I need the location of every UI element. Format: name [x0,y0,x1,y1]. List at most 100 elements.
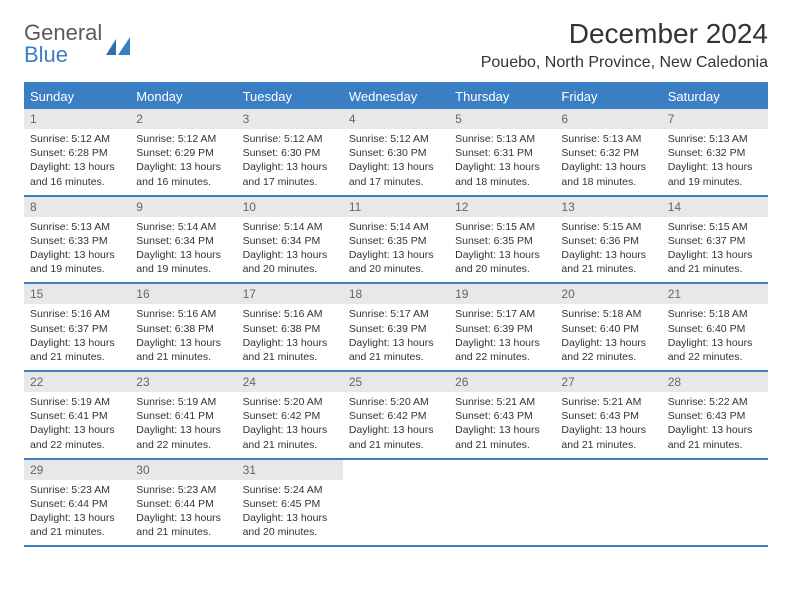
day-body: Sunrise: 5:20 AMSunset: 6:42 PMDaylight:… [343,392,449,458]
sunrise-line: Sunrise: 5:12 AM [349,132,443,146]
day-cell: 31Sunrise: 5:24 AMSunset: 6:45 PMDayligh… [237,460,343,546]
day-body: Sunrise: 5:13 AMSunset: 6:32 PMDaylight:… [662,129,768,195]
day-number: 22 [24,372,130,392]
day-number: 12 [449,197,555,217]
sunset-line: Sunset: 6:35 PM [455,234,549,248]
day-number: 20 [555,284,661,304]
day-number: 26 [449,372,555,392]
daylight-line: Daylight: 13 hours and 21 minutes. [243,336,337,364]
day-cell: 27Sunrise: 5:21 AMSunset: 6:43 PMDayligh… [555,372,661,458]
day-number: 1 [24,109,130,129]
daylight-line: Daylight: 13 hours and 22 minutes. [136,423,230,451]
day-number: 27 [555,372,661,392]
sunrise-line: Sunrise: 5:17 AM [455,307,549,321]
sunset-line: Sunset: 6:34 PM [136,234,230,248]
sunrise-line: Sunrise: 5:12 AM [30,132,124,146]
day-body: Sunrise: 5:12 AMSunset: 6:30 PMDaylight:… [343,129,449,195]
day-number: 19 [449,284,555,304]
sunset-line: Sunset: 6:32 PM [668,146,762,160]
day-cell: 7Sunrise: 5:13 AMSunset: 6:32 PMDaylight… [662,109,768,195]
sunrise-line: Sunrise: 5:12 AM [243,132,337,146]
brand-logo: General Blue [24,18,130,66]
sunset-line: Sunset: 6:40 PM [561,322,655,336]
day-body: Sunrise: 5:13 AMSunset: 6:33 PMDaylight:… [24,217,130,283]
sunset-line: Sunset: 6:32 PM [561,146,655,160]
day-number: 10 [237,197,343,217]
day-cell: 1Sunrise: 5:12 AMSunset: 6:28 PMDaylight… [24,109,130,195]
day-body: Sunrise: 5:19 AMSunset: 6:41 PMDaylight:… [130,392,236,458]
day-body: Sunrise: 5:23 AMSunset: 6:44 PMDaylight:… [24,480,130,546]
day-body: Sunrise: 5:21 AMSunset: 6:43 PMDaylight:… [449,392,555,458]
day-number: 31 [237,460,343,480]
weekday-header: Monday [130,84,236,109]
brand-line1: General [24,22,102,44]
sunset-line: Sunset: 6:38 PM [243,322,337,336]
sunset-line: Sunset: 6:39 PM [455,322,549,336]
day-body: Sunrise: 5:14 AMSunset: 6:34 PMDaylight:… [130,217,236,283]
sunset-line: Sunset: 6:28 PM [30,146,124,160]
sunset-line: Sunset: 6:37 PM [30,322,124,336]
day-cell: 20Sunrise: 5:18 AMSunset: 6:40 PMDayligh… [555,284,661,370]
daylight-line: Daylight: 13 hours and 18 minutes. [455,160,549,188]
day-body: Sunrise: 5:18 AMSunset: 6:40 PMDaylight:… [555,304,661,370]
weekday-header: Thursday [449,84,555,109]
day-number: 8 [24,197,130,217]
daylight-line: Daylight: 13 hours and 21 minutes. [668,248,762,276]
day-number: 16 [130,284,236,304]
brand-sail-icon [106,37,130,55]
day-body: Sunrise: 5:12 AMSunset: 6:30 PMDaylight:… [237,129,343,195]
day-number: 23 [130,372,236,392]
sunrise-line: Sunrise: 5:14 AM [136,220,230,234]
daylight-line: Daylight: 13 hours and 21 minutes. [349,423,443,451]
sunrise-line: Sunrise: 5:20 AM [349,395,443,409]
day-body: Sunrise: 5:21 AMSunset: 6:43 PMDaylight:… [555,392,661,458]
daylight-line: Daylight: 13 hours and 22 minutes. [30,423,124,451]
daylight-line: Daylight: 13 hours and 17 minutes. [243,160,337,188]
daylight-line: Daylight: 13 hours and 21 minutes. [243,423,337,451]
day-cell: 8Sunrise: 5:13 AMSunset: 6:33 PMDaylight… [24,197,130,283]
day-cell: 6Sunrise: 5:13 AMSunset: 6:32 PMDaylight… [555,109,661,195]
day-body: Sunrise: 5:13 AMSunset: 6:32 PMDaylight:… [555,129,661,195]
day-cell: 22Sunrise: 5:19 AMSunset: 6:41 PMDayligh… [24,372,130,458]
sunset-line: Sunset: 6:41 PM [136,409,230,423]
sunrise-line: Sunrise: 5:13 AM [668,132,762,146]
sunrise-line: Sunrise: 5:22 AM [668,395,762,409]
day-cell: 14Sunrise: 5:15 AMSunset: 6:37 PMDayligh… [662,197,768,283]
day-cell: 10Sunrise: 5:14 AMSunset: 6:34 PMDayligh… [237,197,343,283]
sunset-line: Sunset: 6:43 PM [455,409,549,423]
day-number: 6 [555,109,661,129]
daylight-line: Daylight: 13 hours and 22 minutes. [668,336,762,364]
sunrise-line: Sunrise: 5:13 AM [30,220,124,234]
sunrise-line: Sunrise: 5:15 AM [455,220,549,234]
day-body: Sunrise: 5:15 AMSunset: 6:37 PMDaylight:… [662,217,768,283]
sunrise-line: Sunrise: 5:13 AM [561,132,655,146]
weekday-header: Sunday [24,84,130,109]
day-body: Sunrise: 5:22 AMSunset: 6:43 PMDaylight:… [662,392,768,458]
day-body: Sunrise: 5:17 AMSunset: 6:39 PMDaylight:… [343,304,449,370]
daylight-line: Daylight: 13 hours and 21 minutes. [30,336,124,364]
sunset-line: Sunset: 6:44 PM [30,497,124,511]
day-cell: 12Sunrise: 5:15 AMSunset: 6:35 PMDayligh… [449,197,555,283]
daylight-line: Daylight: 13 hours and 22 minutes. [455,336,549,364]
title-block: December 2024 Pouebo, North Province, Ne… [481,18,768,72]
day-number: 9 [130,197,236,217]
day-cell: 23Sunrise: 5:19 AMSunset: 6:41 PMDayligh… [130,372,236,458]
daylight-line: Daylight: 13 hours and 22 minutes. [561,336,655,364]
day-number: 28 [662,372,768,392]
day-number: 5 [449,109,555,129]
day-cell: 13Sunrise: 5:15 AMSunset: 6:36 PMDayligh… [555,197,661,283]
day-number: 30 [130,460,236,480]
sunrise-line: Sunrise: 5:18 AM [561,307,655,321]
day-number: 15 [24,284,130,304]
sunset-line: Sunset: 6:29 PM [136,146,230,160]
daylight-line: Daylight: 13 hours and 21 minutes. [455,423,549,451]
brand-line2: Blue [24,44,102,66]
location: Pouebo, North Province, New Caledonia [481,54,768,72]
day-cell: 30Sunrise: 5:23 AMSunset: 6:44 PMDayligh… [130,460,236,546]
day-number: 11 [343,197,449,217]
daylight-line: Daylight: 13 hours and 20 minutes. [243,248,337,276]
sunrise-line: Sunrise: 5:18 AM [668,307,762,321]
day-number: 2 [130,109,236,129]
week-row: 1Sunrise: 5:12 AMSunset: 6:28 PMDaylight… [24,109,768,197]
daylight-line: Daylight: 13 hours and 18 minutes. [561,160,655,188]
